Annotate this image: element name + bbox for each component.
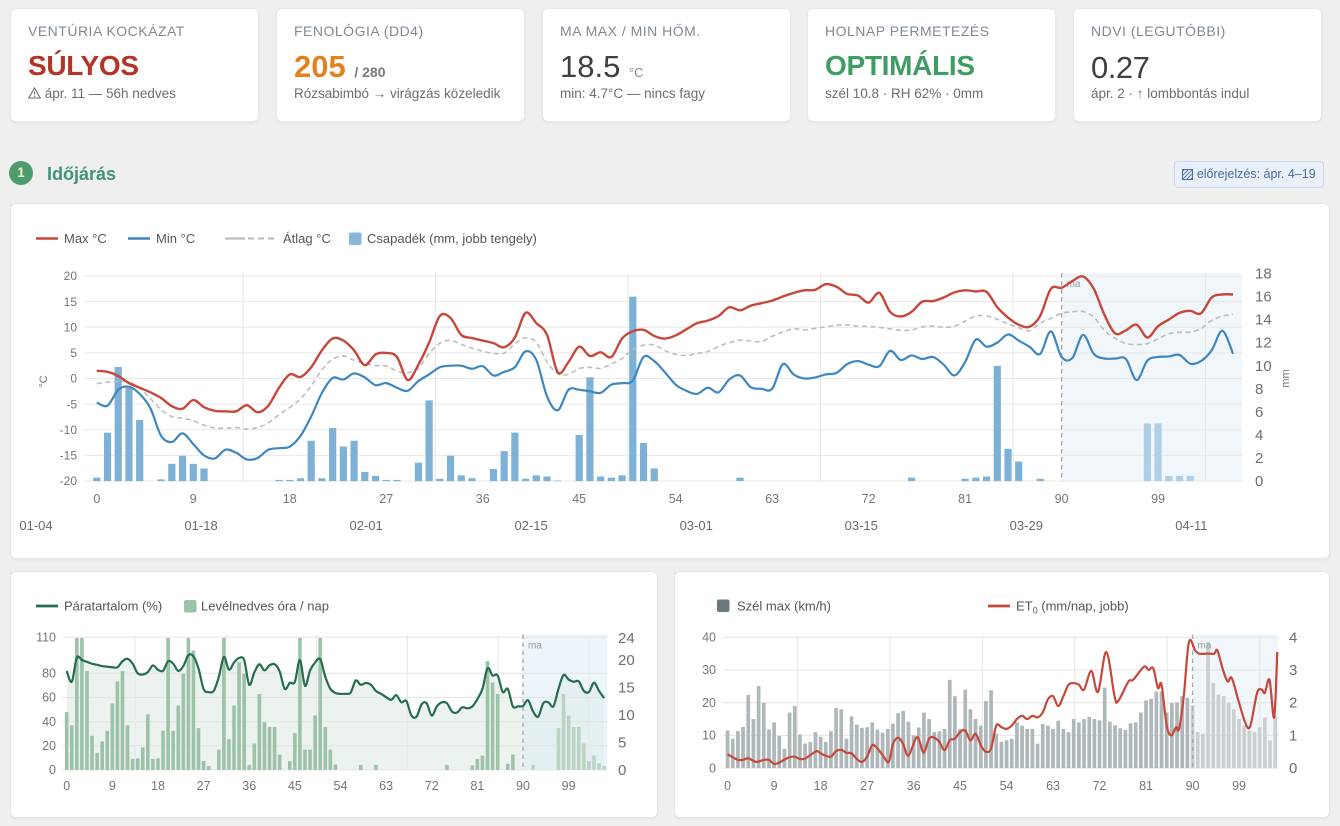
svg-text:5: 5 <box>618 734 626 751</box>
svg-text:03-01: 03-01 <box>680 518 713 533</box>
svg-text:Csapadék (mm, jobb tengely): Csapadék (mm, jobb tengely) <box>367 231 537 246</box>
svg-text:0: 0 <box>618 762 626 779</box>
svg-text:01-18: 01-18 <box>184 518 217 533</box>
svg-text:°C: °C <box>38 375 50 387</box>
svg-text:54: 54 <box>1000 779 1014 793</box>
svg-text:Páratartalom (%): Páratartalom (%) <box>64 599 162 614</box>
svg-text:-15: -15 <box>60 449 78 463</box>
svg-text:60: 60 <box>42 691 56 705</box>
svg-text:6: 6 <box>1255 404 1263 421</box>
svg-text:99: 99 <box>562 779 576 793</box>
svg-text:99: 99 <box>1151 492 1165 506</box>
svg-text:0: 0 <box>724 779 731 793</box>
svg-text:4: 4 <box>1289 629 1297 646</box>
svg-text:99: 99 <box>1232 779 1246 793</box>
svg-text:110: 110 <box>36 630 56 644</box>
svg-text:ma: ma <box>1067 279 1081 290</box>
svg-text:24: 24 <box>618 630 635 647</box>
svg-text:0: 0 <box>1289 760 1297 777</box>
svg-text:10: 10 <box>618 707 635 724</box>
svg-text:81: 81 <box>470 779 484 793</box>
svg-text:45: 45 <box>953 779 967 793</box>
svg-text:72: 72 <box>425 779 439 793</box>
svg-text:45: 45 <box>288 779 302 793</box>
svg-text:40: 40 <box>42 715 56 729</box>
svg-text:63: 63 <box>1046 779 1060 793</box>
svg-text:90: 90 <box>516 779 530 793</box>
svg-text:ma: ma <box>528 641 542 652</box>
svg-text:72: 72 <box>862 492 876 506</box>
svg-text:18: 18 <box>814 779 828 793</box>
svg-text:27: 27 <box>860 779 874 793</box>
svg-text:Átlag °C: Átlag °C <box>283 231 331 246</box>
svg-text:8: 8 <box>1255 381 1263 398</box>
svg-text:3: 3 <box>1289 662 1297 679</box>
svg-text:30: 30 <box>702 663 716 677</box>
svg-text:2: 2 <box>1255 450 1263 467</box>
svg-text:0: 0 <box>63 779 70 793</box>
svg-text:5: 5 <box>70 346 77 360</box>
svg-text:54: 54 <box>334 779 348 793</box>
svg-text:20: 20 <box>618 652 635 669</box>
svg-text:01-04: 01-04 <box>19 518 52 533</box>
svg-text:14: 14 <box>1255 312 1272 329</box>
svg-text:40: 40 <box>702 631 716 645</box>
svg-text:81: 81 <box>1139 779 1153 793</box>
svg-text:15: 15 <box>618 679 635 696</box>
svg-text:90: 90 <box>1186 779 1200 793</box>
svg-text:2: 2 <box>1289 695 1297 712</box>
svg-text:02-01: 02-01 <box>349 518 382 533</box>
svg-text:0: 0 <box>49 763 56 777</box>
svg-text:10: 10 <box>64 320 78 334</box>
svg-text:mm: mm <box>1280 369 1292 387</box>
svg-text:0: 0 <box>93 492 100 506</box>
svg-text:36: 36 <box>242 779 256 793</box>
svg-text:03-29: 03-29 <box>1010 518 1043 533</box>
svg-text:4: 4 <box>1255 427 1263 444</box>
svg-text:81: 81 <box>958 492 972 506</box>
svg-text:-20: -20 <box>60 474 78 488</box>
svg-text:54: 54 <box>669 492 683 506</box>
svg-text:Max °C: Max °C <box>64 231 107 246</box>
svg-text:20: 20 <box>64 269 78 283</box>
svg-text:03-15: 03-15 <box>845 518 878 533</box>
svg-text:0: 0 <box>70 372 77 386</box>
svg-text:0: 0 <box>709 761 716 775</box>
svg-text:63: 63 <box>765 492 779 506</box>
svg-text:18: 18 <box>1255 266 1272 283</box>
svg-text:9: 9 <box>190 492 197 506</box>
svg-text:18: 18 <box>151 779 165 793</box>
svg-text:63: 63 <box>379 779 393 793</box>
svg-text:Min °C: Min °C <box>156 231 195 246</box>
svg-text:27: 27 <box>379 492 393 506</box>
svg-text:20: 20 <box>702 696 716 710</box>
svg-text:Levélnedves óra / nap: Levélnedves óra / nap <box>201 599 329 614</box>
svg-text:45: 45 <box>572 492 586 506</box>
svg-text:20: 20 <box>42 739 56 753</box>
svg-text:ma: ma <box>1198 641 1212 652</box>
svg-text:02-15: 02-15 <box>515 518 548 533</box>
svg-text:72: 72 <box>1093 779 1107 793</box>
svg-text:10: 10 <box>702 729 716 743</box>
svg-text:90: 90 <box>1055 492 1069 506</box>
svg-text:12: 12 <box>1255 335 1272 352</box>
svg-text:9: 9 <box>771 779 778 793</box>
svg-text:Szél max (km/h): Szél max (km/h) <box>737 599 831 614</box>
svg-text:18: 18 <box>283 492 297 506</box>
svg-text:ET0 (mm/nap, jobb): ET0 (mm/nap, jobb) <box>1016 599 1129 616</box>
svg-text:0: 0 <box>1255 473 1263 490</box>
svg-text:1: 1 <box>1289 727 1297 744</box>
svg-text:80: 80 <box>42 667 56 681</box>
svg-text:-10: -10 <box>60 423 78 437</box>
svg-text:36: 36 <box>476 492 490 506</box>
svg-text:04-11: 04-11 <box>1175 518 1207 533</box>
svg-text:-5: -5 <box>66 397 77 411</box>
svg-text:10: 10 <box>1255 358 1272 375</box>
svg-text:27: 27 <box>197 779 211 793</box>
svg-text:15: 15 <box>64 295 78 309</box>
svg-text:16: 16 <box>1255 289 1272 306</box>
svg-text:36: 36 <box>907 779 921 793</box>
svg-text:9: 9 <box>109 779 116 793</box>
